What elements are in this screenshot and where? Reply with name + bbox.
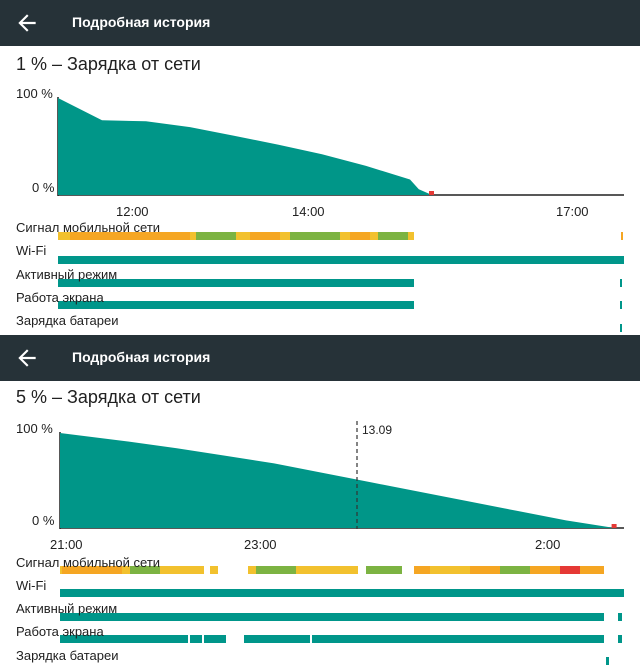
battery-chart [57, 97, 624, 332]
x-tick-1: 21:00 [50, 537, 83, 552]
history-panel-1: Подробная история 1 % – Зарядка от сети … [0, 0, 640, 332]
lane-label-charging: Зарядка батареи [16, 648, 119, 663]
battery-end-marker [611, 524, 617, 528]
signal-segment-tail [621, 232, 623, 240]
signal-segment-orange [250, 232, 280, 240]
signal-lane [60, 566, 604, 574]
signal-segment-green [290, 232, 340, 240]
signal-segment-green [500, 566, 530, 574]
battery-level-area [60, 433, 615, 528]
battery-end-marker [429, 191, 434, 195]
battery-chart [59, 421, 624, 665]
signal-segment-orange [70, 232, 190, 240]
y-tick-100: 100 % [16, 421, 53, 436]
signal-segment-green [196, 232, 236, 240]
signal-segment-yellow [430, 566, 470, 574]
signal-segment-green [130, 566, 160, 574]
wifi-lane-bar [60, 589, 624, 597]
lane-label-active: Активный режим [16, 267, 118, 282]
arrow-back-icon[interactable] [14, 345, 40, 371]
signal-segment-yellow [210, 566, 218, 574]
screen-lane-bar [58, 301, 414, 309]
active-mode-lane-bar [60, 613, 604, 621]
app-bar: Подробная история [0, 335, 640, 381]
screen-lane-seg [312, 635, 604, 643]
x-tick-3: 17:00 [556, 204, 589, 219]
active-mode-lane-bar [58, 279, 414, 287]
wifi-lane-bar [58, 256, 624, 264]
lane-label-wifi: Wi-Fi [16, 243, 47, 258]
lane-label-wifi: Wi-Fi [16, 578, 47, 593]
time-marker-label: 13.09 [362, 423, 393, 437]
lane-label-screen: Работа экрана [16, 290, 104, 305]
x-tick-2: 14:00 [292, 204, 325, 219]
x-tick-2: 23:00 [244, 537, 277, 552]
history-panel-2: Подробная история 5 % – Зарядка от сети … [0, 335, 640, 670]
signal-segment-green [256, 566, 296, 574]
lane-label-active: Активный режим [16, 601, 118, 616]
signal-segment-yellow [248, 566, 358, 574]
lane-label-charging: Зарядка батареи [16, 313, 119, 328]
y-tick-0: 0 % [32, 513, 55, 528]
screen-lane-seg [244, 635, 310, 643]
lane-label-screen: Работа экрана [16, 624, 104, 639]
screen-lane-tail [620, 301, 622, 309]
screen-lane-seg [204, 635, 226, 643]
battery-headline: 1 % – Зарядка от сети [16, 54, 201, 74]
y-tick-100: 100 % [16, 86, 53, 101]
screen-lane-seg [60, 635, 188, 643]
lane-label-signal: Сигнал мобильной сети [16, 220, 161, 235]
app-bar: Подробная история [0, 0, 640, 46]
signal-segment-orange [350, 232, 370, 240]
arrow-back-icon[interactable] [14, 10, 40, 36]
signal-segment-red [560, 566, 580, 574]
x-tick-3: 2:00 [535, 537, 561, 552]
screen-lane [60, 635, 622, 643]
signal-segment-green [366, 566, 402, 574]
x-tick-1: 12:00 [116, 204, 149, 219]
lane-label-signal: Сигнал мобильной сети [16, 555, 161, 570]
charging-lane-tail [606, 657, 609, 665]
signal-lane [58, 232, 623, 240]
screen-lane-tail [618, 635, 622, 643]
screen-lane-seg [190, 635, 202, 643]
signal-segment-orange [62, 566, 122, 574]
battery-level-area [58, 98, 432, 195]
signal-segment-green [378, 232, 408, 240]
active-mode-lane-tail [618, 613, 622, 621]
active-mode-lane-tail [620, 279, 622, 287]
y-tick-0: 0 % [32, 180, 55, 195]
app-bar-title: Подробная история [72, 14, 211, 30]
charging-lane-tail [620, 324, 622, 332]
app-bar-title: Подробная история [72, 349, 211, 365]
battery-headline: 5 % – Зарядка от сети [16, 387, 201, 407]
